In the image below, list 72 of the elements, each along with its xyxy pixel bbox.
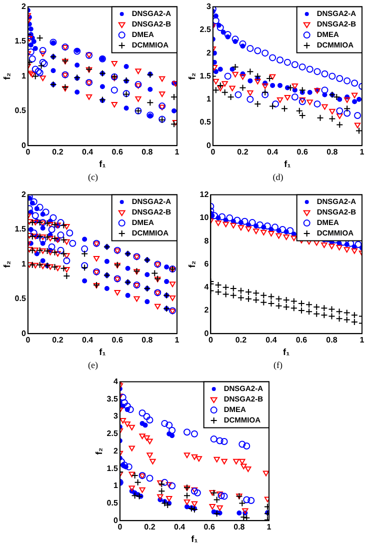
x-axis-title: f₁ bbox=[191, 534, 198, 544]
x-tick-label: 1 bbox=[174, 336, 180, 345]
y-tick-label: 0 bbox=[21, 328, 26, 338]
y-axis-title: f₂ bbox=[186, 260, 197, 268]
y-tick-label: 3.5 bbox=[106, 394, 118, 404]
y-tick-label: 2 bbox=[204, 306, 210, 315]
y-tick-label: 0.5 bbox=[14, 294, 26, 304]
x-tick-label: 0.2 bbox=[235, 336, 248, 345]
y-axis-title: f₂ bbox=[2, 260, 12, 268]
x-tick-label: 0.6 bbox=[204, 522, 216, 532]
y-tick-label: 1 bbox=[206, 94, 212, 104]
y-axis-title: f₂ bbox=[94, 448, 104, 455]
y-tick-label: 3 bbox=[113, 412, 118, 421]
x-axis-title: f₁ bbox=[99, 159, 106, 170]
x-tick-label: 0.8 bbox=[326, 148, 338, 157]
y-tick-label: 10 bbox=[200, 213, 210, 222]
y-tick-label: 1 bbox=[113, 481, 118, 490]
x-tick-label: 0.8 bbox=[142, 336, 154, 345]
y-tick-label: 2.5 bbox=[200, 25, 212, 34]
x-tick-label: 0.4 bbox=[82, 148, 94, 157]
y-tick-label: 2 bbox=[206, 48, 212, 58]
x-tick-label: 0.6 bbox=[296, 148, 308, 157]
x-tick-label: 1 bbox=[360, 148, 365, 157]
x-tick-label: 0.8 bbox=[234, 522, 246, 532]
y-tick-label: 2.5 bbox=[106, 429, 118, 438]
x-tick-label: 0.2 bbox=[52, 148, 64, 157]
x-tick-label: 0.4 bbox=[266, 148, 279, 157]
y-tick-label: 1.5 bbox=[200, 71, 212, 80]
text: (d) bbox=[272, 172, 284, 182]
x-tick-label: 1 bbox=[266, 522, 272, 532]
y-tick-label: 0.5 bbox=[200, 118, 212, 127]
text: (c) bbox=[87, 172, 99, 182]
y-tick-label: 0 bbox=[204, 328, 210, 338]
x-tick-label: 0.2 bbox=[52, 336, 64, 345]
text: (e) bbox=[87, 360, 99, 370]
x-tick-label: 0.6 bbox=[296, 336, 308, 345]
y-tick-label: 1 bbox=[21, 259, 26, 268]
y-tick-label: 0 bbox=[21, 140, 26, 150]
y-tick-label: 12 bbox=[200, 190, 210, 200]
y-axis-title: f₂ bbox=[2, 72, 12, 80]
y-axis-title: f₂ bbox=[186, 72, 197, 80]
y-tick-label: 0.5 bbox=[14, 106, 26, 116]
x-tick-label: 1 bbox=[174, 148, 180, 157]
x-tick-label: 0.2 bbox=[144, 522, 156, 532]
x-axis-title: f₁ bbox=[99, 347, 106, 358]
x-tick-label: 0.8 bbox=[142, 148, 154, 157]
x-axis-title: f₁ bbox=[282, 347, 290, 358]
y-tick-label: 2 bbox=[21, 190, 26, 200]
y-tick-label: 1.5 bbox=[14, 224, 26, 234]
y-tick-label: 6 bbox=[204, 259, 210, 268]
y-tick-label: 0.5 bbox=[106, 498, 118, 508]
x-tick-label: 0.6 bbox=[112, 336, 124, 345]
x-axis-title: f₁ bbox=[284, 159, 292, 170]
x-tick-label: 1 bbox=[360, 336, 365, 345]
text: (f) bbox=[272, 360, 284, 370]
x-tick-label: 0.4 bbox=[82, 336, 94, 345]
y-tick-label: 4 bbox=[113, 377, 118, 386]
y-tick-label: 3 bbox=[206, 2, 212, 12]
x-tick-label: 0.6 bbox=[112, 148, 124, 157]
y-tick-label: 0 bbox=[113, 516, 118, 525]
y-tick-label: 1 bbox=[21, 71, 26, 80]
y-tick-label: 8 bbox=[204, 236, 210, 246]
y-tick-label: 4 bbox=[204, 282, 210, 292]
y-tick-label: 0 bbox=[206, 140, 212, 150]
y-tick-label: 2 bbox=[21, 2, 26, 12]
x-tick-label: 0.4 bbox=[174, 522, 186, 532]
y-tick-label: 1.5 bbox=[106, 464, 118, 473]
y-tick-label: 2 bbox=[113, 446, 118, 456]
x-tick-label: 0.4 bbox=[266, 336, 278, 345]
x-tick-label: 0.2 bbox=[237, 148, 249, 157]
x-tick-label: 0.8 bbox=[326, 336, 338, 345]
y-tick-label: 1.5 bbox=[14, 36, 26, 46]
